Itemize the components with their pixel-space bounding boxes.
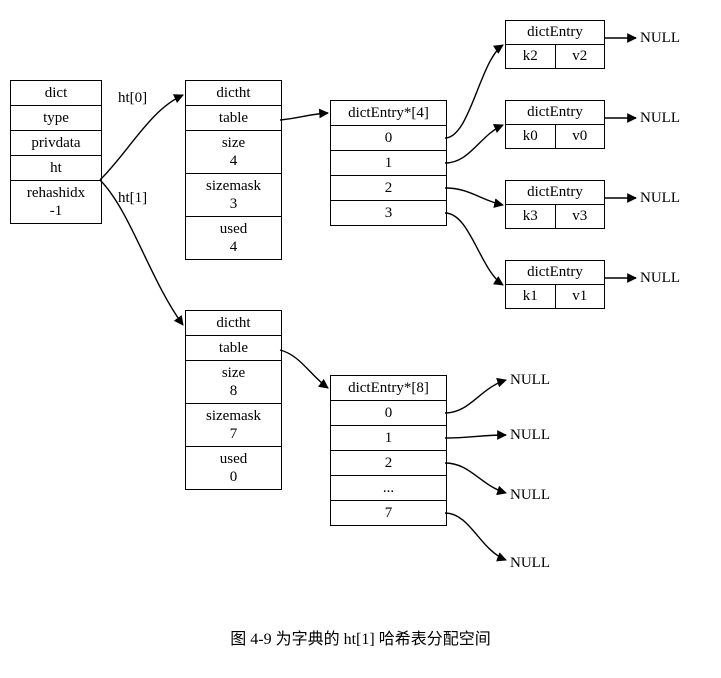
entry-val: v3 [556, 205, 605, 228]
dictht0-used: used4 [186, 217, 281, 259]
array0-slot: 1 [331, 151, 446, 176]
dictht0-size: size4 [186, 131, 281, 174]
dict-field-privdata: privdata [11, 131, 101, 156]
dictht0-sizemask: sizemask3 [186, 174, 281, 217]
entry-val: v2 [556, 45, 605, 68]
dictht0-table: table [186, 106, 281, 131]
array0: dictEntry*[4] 0 1 2 3 [330, 100, 447, 226]
entry-val: v1 [556, 285, 605, 308]
dictht1-table: table [186, 336, 281, 361]
array1-slot: 0 [331, 401, 446, 426]
entry-title: dictEntry [506, 181, 604, 205]
dict-entry: dictEntry k1v1 [505, 260, 605, 309]
null-label: NULL [510, 555, 550, 572]
dict-entry: dictEntry k2v2 [505, 20, 605, 69]
null-label: NULL [640, 30, 680, 47]
null-label: NULL [510, 487, 550, 504]
entry-val: v0 [556, 125, 605, 148]
dict-field-rehashidx: rehashidx -1 [11, 181, 101, 223]
dict-entry: dictEntry k3v3 [505, 180, 605, 229]
entry-key: k3 [506, 205, 556, 228]
rehashidx-label: rehashidx [27, 185, 85, 201]
dict-field-type: type [11, 106, 101, 131]
array1: dictEntry*[8] 0 1 2 ... 7 [330, 375, 447, 526]
entry-key: k2 [506, 45, 556, 68]
dict-title: dict [11, 81, 101, 106]
dictht1-used: used0 [186, 447, 281, 489]
array0-slot: 2 [331, 176, 446, 201]
edge-label-ht0: ht[0] [118, 90, 147, 107]
dict-struct: dict type privdata ht rehashidx -1 [10, 80, 102, 224]
null-label: NULL [510, 427, 550, 444]
array1-slot: 2 [331, 451, 446, 476]
entry-key: k0 [506, 125, 556, 148]
array0-slot: 3 [331, 201, 446, 225]
array1-title: dictEntry*[8] [331, 376, 446, 401]
dict-field-ht: ht [11, 156, 101, 181]
array1-slot: 1 [331, 426, 446, 451]
edge-label-ht1: ht[1] [118, 190, 147, 207]
entry-title: dictEntry [506, 21, 604, 45]
dictht0-title: dictht [186, 81, 281, 106]
null-label: NULL [510, 372, 550, 389]
dictht1-size: size8 [186, 361, 281, 404]
dictht1-title: dictht [186, 311, 281, 336]
array1-slot: ... [331, 476, 446, 501]
array1-slot: 7 [331, 501, 446, 525]
entry-title: dictEntry [506, 261, 604, 285]
dictht0-struct: dictht table size4 sizemask3 used4 [185, 80, 282, 260]
entry-title: dictEntry [506, 101, 604, 125]
figure-caption: 图 4-9 为字典的 ht[1] 哈希表分配空间 [0, 625, 721, 649]
array0-title: dictEntry*[4] [331, 101, 446, 126]
entry-key: k1 [506, 285, 556, 308]
dictht1-sizemask: sizemask7 [186, 404, 281, 447]
array0-slot: 0 [331, 126, 446, 151]
null-label: NULL [640, 110, 680, 127]
null-label: NULL [640, 190, 680, 207]
null-label: NULL [640, 270, 680, 287]
rehashidx-value: -1 [50, 203, 63, 219]
dictht1-struct: dictht table size8 sizemask7 used0 [185, 310, 282, 490]
dict-entry: dictEntry k0v0 [505, 100, 605, 149]
